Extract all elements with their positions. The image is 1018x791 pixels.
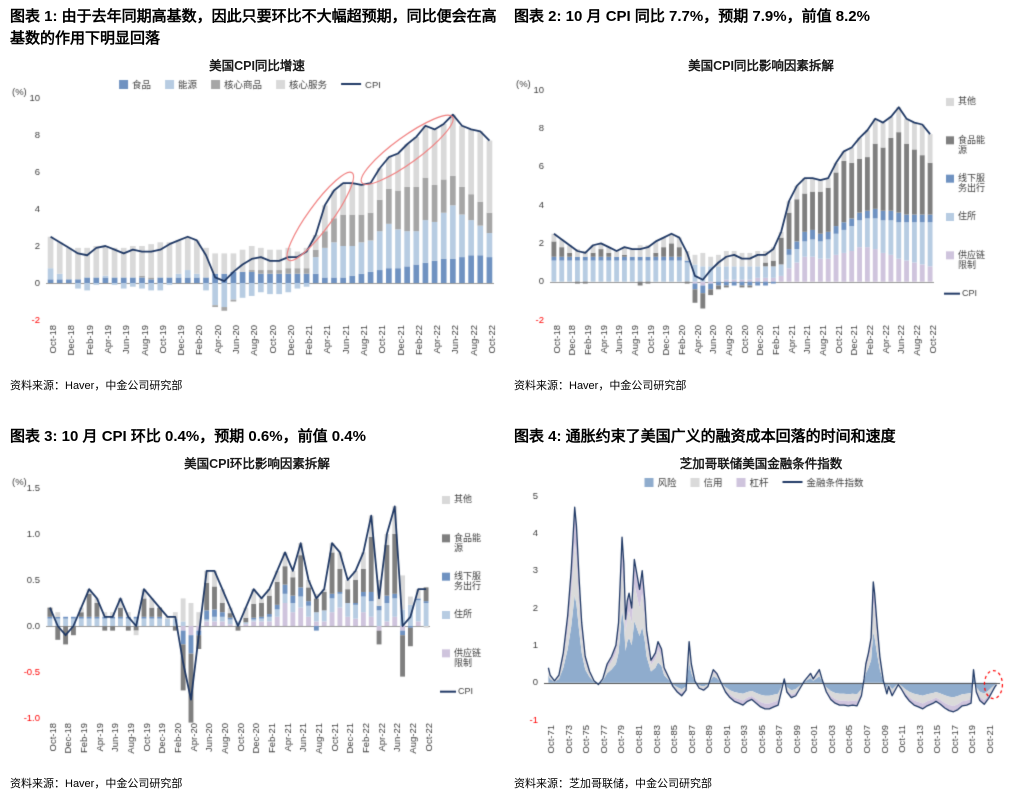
figure-3-source: 资料来源：Haver，中金公司研究部 — [10, 778, 183, 790]
figures-grid: 图表 1: 由于去年同期高基数，因此只要环比不大幅超预期，同比便会在高基数的作用… — [10, 6, 1008, 791]
cpi-yoy-growth-chart — [10, 74, 504, 376]
figure-3-panel: 图表 3: 10 月 CPI 环比 0.4%，预期 0.6%，前值 0.4% 美… — [10, 426, 504, 791]
figure-2-heading: 图表 2: 10 月 CPI 同比 7.7%，预期 7.9%，前值 8.2% — [514, 8, 870, 25]
cpi-yoy-decomposition-chart — [514, 74, 1008, 376]
figure-3-chart-title: 美国CPI环比影响因素拆解 — [184, 457, 330, 471]
figure-2-panel: 图表 2: 10 月 CPI 同比 7.7%，预期 7.9%，前值 8.2% 美… — [514, 6, 1008, 402]
figure-1-chart-title: 美国CPI同比增速 — [209, 59, 305, 73]
figure-3-heading: 图表 3: 10 月 CPI 环比 0.4%，预期 0.6%，前值 0.4% — [10, 428, 366, 445]
figure-4-panel: 图表 4: 通胀约束了美国广义的融资成本回落的时间和速度 芝加哥联储美国金融条件… — [514, 426, 1008, 791]
figure-1-source: 资料来源：Haver，中金公司研究部 — [10, 380, 183, 392]
cpi-mom-decomposition-chart — [10, 472, 504, 774]
figure-2-chart-title: 美国CPI同比影响因素拆解 — [688, 59, 834, 73]
figure-4-heading: 图表 4: 通胀约束了美国广义的融资成本回落的时间和速度 — [514, 428, 896, 445]
figure-4-source: 资料来源：芝加哥联储，中金公司研究部 — [514, 778, 712, 790]
figure-2-source: 资料来源：Haver，中金公司研究部 — [514, 380, 687, 392]
figure-4-chart-title: 芝加哥联储美国金融条件指数 — [679, 457, 843, 471]
chicago-fed-nfci-chart — [514, 472, 1008, 774]
figure-1-panel: 图表 1: 由于去年同期高基数，因此只要环比不大幅超预期，同比便会在高基数的作用… — [10, 6, 504, 402]
figure-1-heading: 图表 1: 由于去年同期高基数，因此只要环比不大幅超预期，同比便会在高基数的作用… — [10, 8, 497, 47]
